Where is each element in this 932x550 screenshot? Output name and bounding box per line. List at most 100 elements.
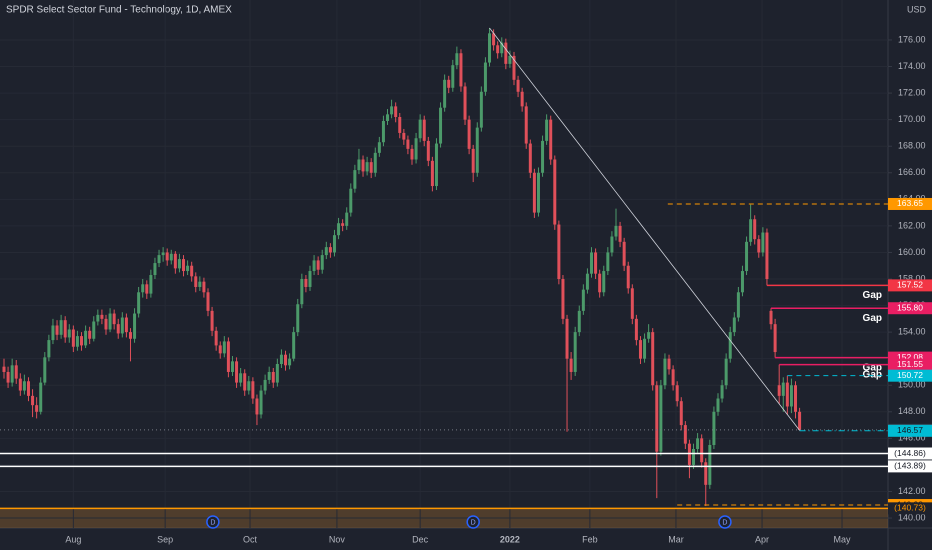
candle-body: [320, 255, 324, 270]
candle-body: [798, 411, 802, 430]
candle-body: [153, 263, 157, 276]
candle-body: [777, 385, 781, 396]
y-tick-label: 174.00: [898, 61, 926, 71]
candle-body: [508, 55, 512, 64]
candle-body: [463, 86, 467, 120]
candle-body: [198, 281, 202, 287]
candle-body: [439, 107, 443, 144]
y-tick-label: 172.00: [898, 87, 926, 97]
candle-body: [602, 271, 606, 293]
candle-body: [590, 252, 594, 274]
x-tick-label: Aug: [65, 534, 81, 544]
candle-body: [75, 336, 79, 347]
price-tag-label: (143.89): [894, 461, 926, 471]
candle-body: [349, 188, 353, 213]
x-tick-label: May: [834, 534, 852, 544]
candle-body: [369, 162, 373, 173]
candle-body: [634, 318, 638, 341]
price-tag-label: 146.57: [897, 425, 923, 435]
candle-body: [455, 53, 459, 66]
candle-body: [630, 288, 634, 319]
candle-body: [133, 313, 137, 339]
candle-body: [520, 91, 524, 107]
candle-body: [675, 385, 679, 402]
candle-body: [390, 106, 394, 115]
candle-body: [92, 321, 96, 339]
candle-body: [341, 223, 345, 226]
candle-body: [345, 212, 349, 226]
candle-body: [655, 385, 659, 452]
candle-body: [284, 354, 288, 366]
dividend-marker: [206, 515, 220, 529]
candle-body: [659, 385, 663, 452]
candle-body: [426, 140, 430, 161]
candle-body: [226, 341, 230, 372]
candle-body: [88, 330, 92, 339]
candle-body: [96, 314, 100, 322]
candle-body: [18, 378, 22, 391]
candle-body: [47, 340, 51, 358]
candle-body: [422, 119, 426, 141]
y-tick-label: 154.00: [898, 326, 926, 336]
candle-body: [549, 119, 553, 160]
price-tag: [888, 424, 932, 437]
candle-body: [149, 275, 153, 294]
candle-body: [71, 329, 75, 347]
chart-title: SPDR Select Sector Fund - Technology, 1D…: [6, 5, 232, 16]
candle-body: [569, 358, 573, 372]
candle-body: [328, 247, 332, 253]
y-tick-label: 150.00: [898, 380, 926, 390]
candle-body: [120, 317, 124, 334]
candle-body: [275, 363, 279, 383]
price-tag-label: 152.08: [897, 352, 923, 362]
y-tick-label: 170.00: [898, 114, 926, 124]
candle-body: [585, 273, 589, 290]
price-tag-label: 155.80: [897, 302, 923, 312]
trendline: [489, 27, 800, 431]
candle-body: [373, 152, 377, 173]
candle-body: [740, 271, 744, 293]
candle-body: [2, 366, 6, 372]
candle-body: [194, 276, 198, 287]
candle-body: [781, 382, 785, 396]
y-tick-label: 158.00: [898, 273, 926, 283]
price-tag: [888, 460, 932, 473]
candle-body: [500, 42, 504, 54]
candle-body: [626, 265, 630, 289]
candle-body: [218, 345, 222, 354]
candle-body: [222, 341, 226, 354]
gap-label: Gap: [863, 362, 882, 373]
candle-body: [394, 106, 398, 117]
candle-body: [182, 259, 186, 272]
candle-body: [728, 332, 732, 359]
y-tick-label: 140.00: [898, 512, 926, 522]
x-tick-label: Nov: [329, 534, 346, 544]
candle-body: [671, 369, 675, 386]
candle-body: [116, 324, 120, 334]
candle-body: [447, 79, 451, 88]
candle-body: [700, 438, 704, 463]
price-tag-label: (140.73): [894, 503, 926, 513]
candle-body: [279, 354, 283, 364]
candle-body: [169, 253, 173, 261]
candle-body: [773, 324, 777, 353]
candle-body: [606, 252, 610, 272]
dividend-label: D: [471, 519, 476, 526]
candle-body: [210, 310, 214, 331]
candle-body: [761, 232, 765, 253]
candle-body: [324, 247, 328, 256]
candle-body: [651, 332, 655, 386]
y-tick-label: 160.00: [898, 247, 926, 257]
candle-body: [789, 385, 793, 407]
candle-body: [410, 148, 414, 160]
price-tag: [888, 358, 932, 371]
candle-body: [14, 365, 18, 379]
candle-body: [541, 140, 545, 173]
x-tick-label: Dec: [412, 534, 429, 544]
candle-body: [565, 318, 569, 359]
candle-body: [243, 373, 247, 391]
y-tick-label: 162.00: [898, 220, 926, 230]
y-tick-label: 148.00: [898, 406, 926, 416]
candle-body: [594, 252, 598, 274]
